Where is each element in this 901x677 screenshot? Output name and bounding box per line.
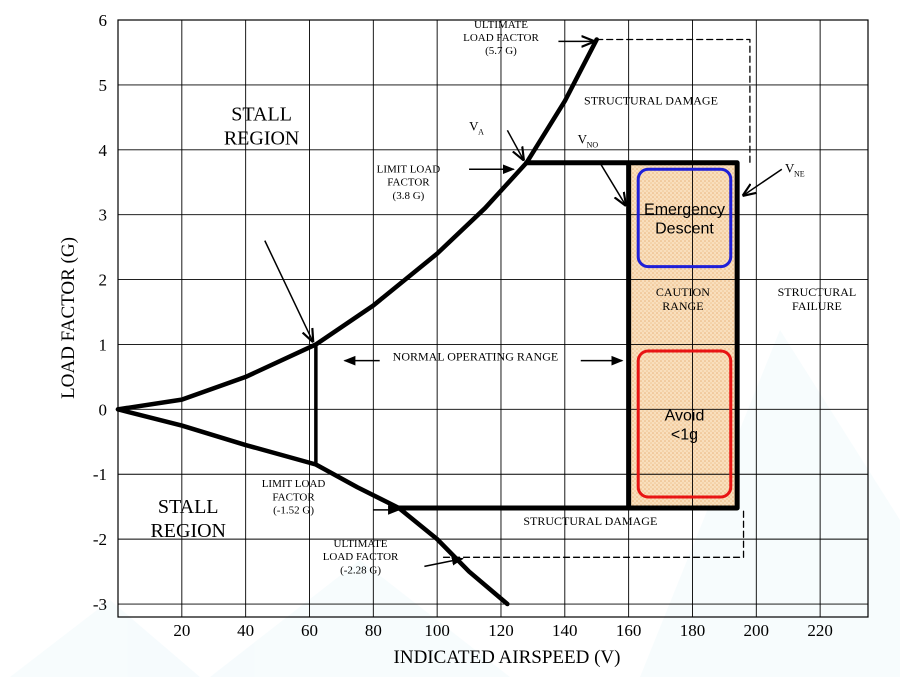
series-positive-stall (115, 37, 599, 412)
annotation-line: FAILURE (792, 299, 842, 313)
x-tick-label: 120 (488, 621, 514, 640)
x-tick-label: 200 (744, 621, 770, 640)
annotation-line: REGION (224, 128, 300, 150)
annotation-line: CAUTION (656, 285, 710, 299)
speed-label-main: V (469, 118, 479, 133)
annotation-line: (-1.52 G) (273, 505, 314, 517)
x-tick-label: 180 (680, 621, 706, 640)
arrow-to-va (506, 129, 523, 159)
y-tick-label: 2 (99, 271, 108, 290)
caution-range-fill (628, 162, 738, 508)
speed-label-sub: NE (794, 169, 805, 178)
zones-layer: Emergency Descent Avoid <1g (636, 167, 733, 499)
arrow-to-ultimate-neg (424, 556, 464, 568)
series-ultimate-positive (596, 38, 751, 164)
speed-label-sub: A (478, 127, 484, 136)
annotation-line: ULTIMATE (334, 538, 388, 550)
x-tick-label: 40 (237, 621, 254, 640)
x-tick-label: 160 (616, 621, 642, 640)
annotation-line: LOAD FACTOR (323, 551, 399, 563)
series-layer (115, 37, 751, 607)
annotation-line: LIMIT LOAD (377, 163, 441, 175)
y-tick-label: 3 (99, 206, 108, 225)
zone-avoid-box (636, 349, 733, 499)
zone-emergency-box (636, 167, 733, 269)
annotation-line: STRUCTURAL (778, 285, 857, 299)
y-axis-label: LOAD FACTOR (G) (58, 237, 79, 399)
arrow-to-vno (599, 162, 626, 205)
x-tick-label: 60 (301, 621, 318, 640)
x-tick-label: 20 (173, 621, 190, 640)
annotation-line: (3.8 G) (393, 190, 425, 202)
annotation-normal-range: NORMAL OPERATING RANGE (393, 350, 559, 364)
y-tick-label: 1 (99, 335, 108, 354)
x-tick-label: 140 (552, 621, 578, 640)
series-ultimate-negative (442, 507, 745, 558)
speed-label-main: V (578, 131, 588, 146)
speed-label-vno-label: V NO (578, 131, 599, 149)
arrow-to-stall-intersection (264, 240, 313, 342)
arrow-to-vne (744, 168, 783, 195)
annotation-line: LOAD FACTOR (463, 32, 539, 44)
y-tick-label: -2 (93, 530, 107, 549)
plot-frame (117, 19, 869, 618)
speed-label-main: V (785, 160, 795, 175)
annotation-line: (-2.28 G) (340, 564, 381, 576)
ticks-layer: 20 40 60 80 100 120 140 160 180 200 220 6 5 4 3 2 1 0 -1 -2… (93, 11, 833, 640)
annotation-line: STRUCTURAL DAMAGE (584, 93, 718, 107)
annotation-line: LIMIT LOAD (262, 478, 326, 490)
annotation-line: NORMAL OPERATING RANGE (393, 350, 559, 364)
annotation-line: RANGE (662, 299, 703, 313)
x-axis-label: INDICATED AIRSPEED (V) (394, 647, 621, 668)
x-tick-label: 220 (807, 621, 833, 640)
y-tick-label: -3 (93, 595, 107, 614)
annotation-line: STALL (231, 104, 292, 126)
annotation-line: STALL (158, 496, 219, 518)
annotation-line: REGION (150, 520, 226, 542)
annotation-structural-damage-bottom: STRUCTURAL DAMAGE (523, 514, 657, 528)
speed-label-vne-label: V NE (785, 160, 805, 178)
x-tick-label: 80 (365, 621, 382, 640)
zone-emergency-label: Emergency (644, 201, 725, 218)
y-tick-label: 6 (99, 11, 108, 30)
speed-label-sub: NO (587, 140, 599, 149)
annotation-line: ULTIMATE (474, 19, 528, 31)
annotation-structural-damage-top: STRUCTURAL DAMAGE (584, 93, 718, 107)
background-watermark (10, 330, 900, 677)
y-tick-label: 0 (99, 400, 108, 419)
y-tick-label: -1 (93, 465, 107, 484)
x-tick-label: 100 (424, 621, 450, 640)
annotation-line: FACTOR (272, 491, 315, 503)
annotation-line: (5.7 G) (485, 45, 517, 57)
zone-avoid-label: Avoid (665, 407, 705, 424)
zone-emergency-label: Descent (655, 220, 714, 237)
grid (117, 19, 869, 618)
series-flight-envelope (396, 160, 740, 511)
y-tick-label: 4 (99, 141, 108, 160)
annotation-line: STRUCTURAL DAMAGE (523, 514, 657, 528)
zone-avoid-label: <1g (671, 426, 698, 443)
arrows-layer (264, 41, 783, 568)
y-tick-label: 5 (99, 76, 108, 95)
annotation-line: FACTOR (387, 177, 430, 189)
annotation-limit-pos-label: LIMIT LOAD FACTOR(3.8 G) (377, 163, 441, 201)
